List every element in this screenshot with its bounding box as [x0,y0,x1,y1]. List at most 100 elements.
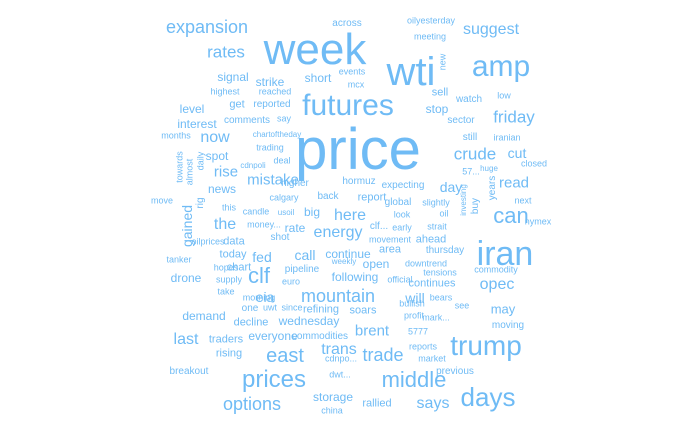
cloud-word: higher [281,178,309,189]
cloud-word: interest [177,117,217,131]
cloud-word: open [362,257,390,271]
cloud-word: may [490,301,516,317]
cloud-word: can [493,203,529,228]
cloud-word: reached [258,86,292,97]
cloud-word: bears [429,292,453,303]
cloud-word: wednesday [278,314,340,328]
cloud-word: investing [459,184,468,216]
cloud-word: opec [479,276,515,293]
cloud-word: news [207,182,237,196]
cloud-word: reported [253,99,291,110]
cloud-word: iranian [493,132,521,143]
cloud-word: mark... [422,312,450,323]
cloud-word: trump [450,330,522,361]
cloud-word: chart [226,261,252,274]
cloud-word: euro [281,276,301,287]
cloud-word: hormuz [342,176,376,187]
cloud-word: movement [368,234,412,245]
cloud-word: usoil [277,208,295,217]
cloud-word: clf... [369,221,389,232]
cloud-word: drone [170,271,202,285]
cloud-word: will [405,290,425,306]
cloud-word: stop [425,102,449,116]
cloud-word: low [497,90,511,101]
cloud-word: traders [208,333,244,346]
cloud-word: last [173,331,199,348]
cloud-word: bullish [399,298,425,309]
cloud-word: energy [313,224,363,241]
cloud-word: 5777 [407,326,429,337]
cloud-word: morning [242,292,276,303]
cloud-word: market [418,353,446,364]
cloud-word: tensions [423,267,457,278]
cloud-word: call [294,247,316,263]
cloud-word: pipeline [284,264,320,275]
cloud-word: almost [184,158,195,186]
cloud-word: decline [233,316,269,329]
cloud-word: middle [381,367,447,392]
cloud-word: iran [476,235,534,273]
cloud-word: commodity [474,264,518,275]
cloud-word: see [454,300,470,311]
cloud-word: options [222,394,282,414]
cloud-word: global [384,197,412,208]
cloud-word: towards [174,151,185,183]
cloud-word: 57... [462,166,480,177]
cloud-word: futures [302,89,394,122]
cloud-word: breakout [169,366,209,377]
cloud-word: china [321,405,343,416]
cloud-word: prices [241,366,307,393]
cloud-word: mcx [347,79,365,90]
cloud-word: clf [248,263,270,288]
cloud-word: days [460,382,516,412]
cloud-word: watch [455,94,483,105]
cloud-word: next [514,195,532,206]
cloud-word: rig [195,197,206,209]
cloud-word: one [241,303,259,314]
cloud-word: downtrend [404,258,448,269]
cloud-word: now [200,129,230,146]
cloud-word: strait [427,221,447,232]
cloud-word: level [179,102,205,116]
cloud-word: hopes [213,262,239,273]
cloud-word: brent [354,322,390,340]
cloud-word: spot [205,149,229,163]
cloud-word: since [281,302,303,313]
cloud-word: candle [242,206,270,217]
cloud-word: take [217,286,235,297]
cloud-word: previous [436,366,474,377]
cloud-word: here [333,207,367,224]
cloud-word: commodities [291,331,349,342]
cloud-word: trading [256,142,284,153]
cloud-word: deal [273,155,291,166]
cloud-word: oilprices [191,236,225,247]
cloud-word: demand [182,309,226,323]
cloud-word: slightly [422,197,450,208]
cloud-word: expansion [165,17,249,37]
cloud-word: across [332,18,362,29]
cloud-word: shot [270,232,290,243]
cloud-word: still [462,132,478,143]
cloud-word: read [498,174,530,192]
cloud-word: rise [213,163,239,181]
cloud-word: years [487,175,498,201]
cloud-word: crude [453,144,497,164]
cloud-word: big [303,205,321,219]
cloud-word: storage [312,390,354,404]
cloud-word: nymex [524,216,552,227]
cloud-word: trade [362,345,404,365]
cloud-word: weekly [331,257,357,266]
cloud-word: oil [439,208,449,219]
cloud-word: get [229,98,245,111]
cloud-word: months [161,130,191,141]
cloud-word: friday [493,107,535,127]
cloud-word: uwt [262,302,278,313]
cloud-word: tanker [166,254,192,265]
cloud-word: closed [520,158,548,169]
cloud-word: area [378,243,402,256]
cloud-word: data [223,235,245,248]
cloud-word: back [317,191,339,202]
cloud-word: cut [507,145,527,161]
cloud-word: report [357,191,387,204]
cloud-word: the [213,216,237,233]
